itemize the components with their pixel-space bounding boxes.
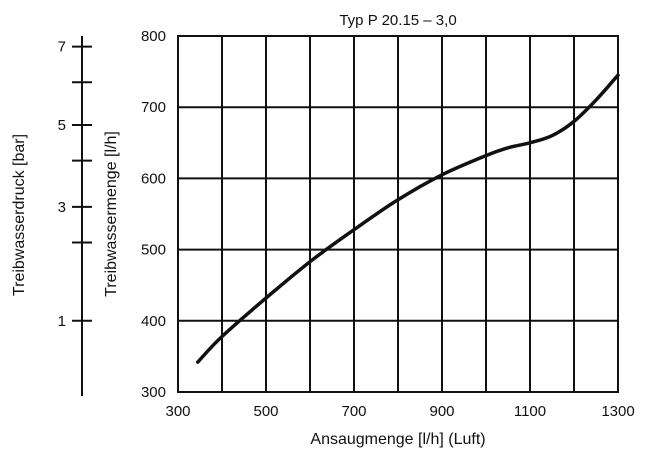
y-tick-label: 700 [141, 99, 166, 116]
x-tick-labels: 300 500 700 900 1100 1300 [165, 403, 634, 420]
y-tick-label: 800 [141, 28, 166, 45]
pressure-tick-label: 1 [58, 313, 66, 330]
x-tick-label: 900 [429, 403, 454, 420]
pressure-tick-label: 5 [58, 117, 66, 134]
x-tick-label: 500 [253, 403, 278, 420]
pressure-tick-label: 7 [58, 39, 66, 56]
pressure-tick-label: 3 [58, 199, 66, 216]
grid [178, 36, 618, 392]
x-tick-label: 1300 [601, 403, 634, 420]
pressure-axis-label: Treibwasserdruck [bar] [11, 134, 28, 296]
y-tick-label: 600 [141, 170, 166, 187]
x-tick-label: 700 [341, 403, 366, 420]
y-axis-label: Treibwassermenge [l/h] [103, 131, 120, 297]
chart-title: Typ P 20.15 – 3,0 [339, 12, 456, 29]
y-tick-labels: 300 400 500 600 700 800 [141, 28, 166, 401]
x-tick-label: 300 [165, 403, 190, 420]
x-tick-label: 1100 [514, 403, 546, 420]
x-axis-label: Ansaugmenge [l/h] (Luft) [310, 431, 485, 448]
series-line [198, 75, 618, 362]
pressure-axis: 1 3 5 7 [58, 36, 92, 396]
y-tick-label: 400 [141, 313, 166, 330]
y-tick-label: 500 [141, 242, 166, 259]
y-tick-label: 300 [141, 384, 166, 401]
